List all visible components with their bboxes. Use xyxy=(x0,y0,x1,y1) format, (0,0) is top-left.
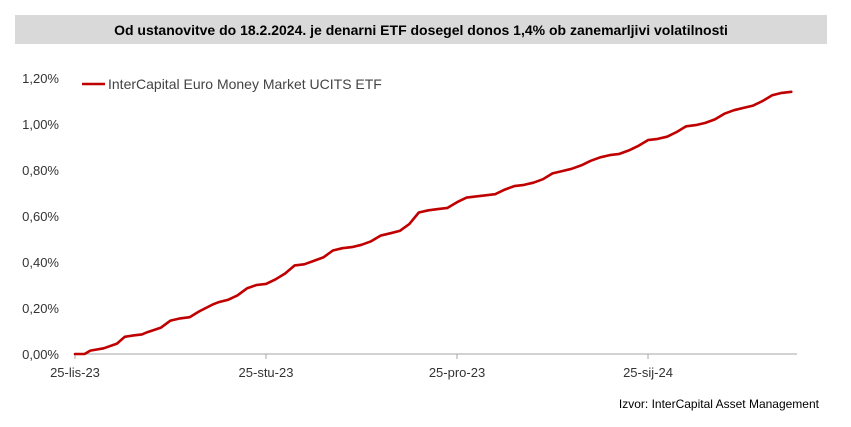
legend: InterCapital Euro Money Market UCITS ETF xyxy=(82,76,382,92)
y-tick-label: 0,80% xyxy=(22,163,59,178)
y-tick-label: 1,20% xyxy=(22,71,59,86)
x-tick-label: 25-pro-23 xyxy=(429,365,485,380)
y-tick-label: 0,20% xyxy=(22,301,59,316)
y-tick-label: 0,40% xyxy=(22,255,59,270)
y-tick-label: 1,00% xyxy=(22,117,59,132)
y-tick-labels: 0,00% 0,20% 0,40% 0,60% 0,80% 1,00% 1,20% xyxy=(22,71,59,362)
series-line xyxy=(73,90,793,356)
x-tick-label: 25-stu-23 xyxy=(239,365,294,380)
x-tick-label: 25-sij-24 xyxy=(623,365,673,380)
series-layer xyxy=(73,90,793,356)
y-tick-label: 0,00% xyxy=(22,347,59,362)
chart-title: Od ustanovitve do 18.2.2024. je denarni … xyxy=(114,21,728,38)
chart-title-bar: Od ustanovitve do 18.2.2024. je denarni … xyxy=(15,15,827,44)
legend-label: InterCapital Euro Money Market UCITS ETF xyxy=(108,76,382,92)
y-tick-label: 0,60% xyxy=(22,209,59,224)
x-tick-label: 25-lis-23 xyxy=(50,365,100,380)
x-tick-labels: 25-lis-23 25-stu-23 25-pro-23 25-sij-24 xyxy=(50,354,673,380)
source-note: Izvor: InterCapital Asset Management xyxy=(618,397,819,411)
